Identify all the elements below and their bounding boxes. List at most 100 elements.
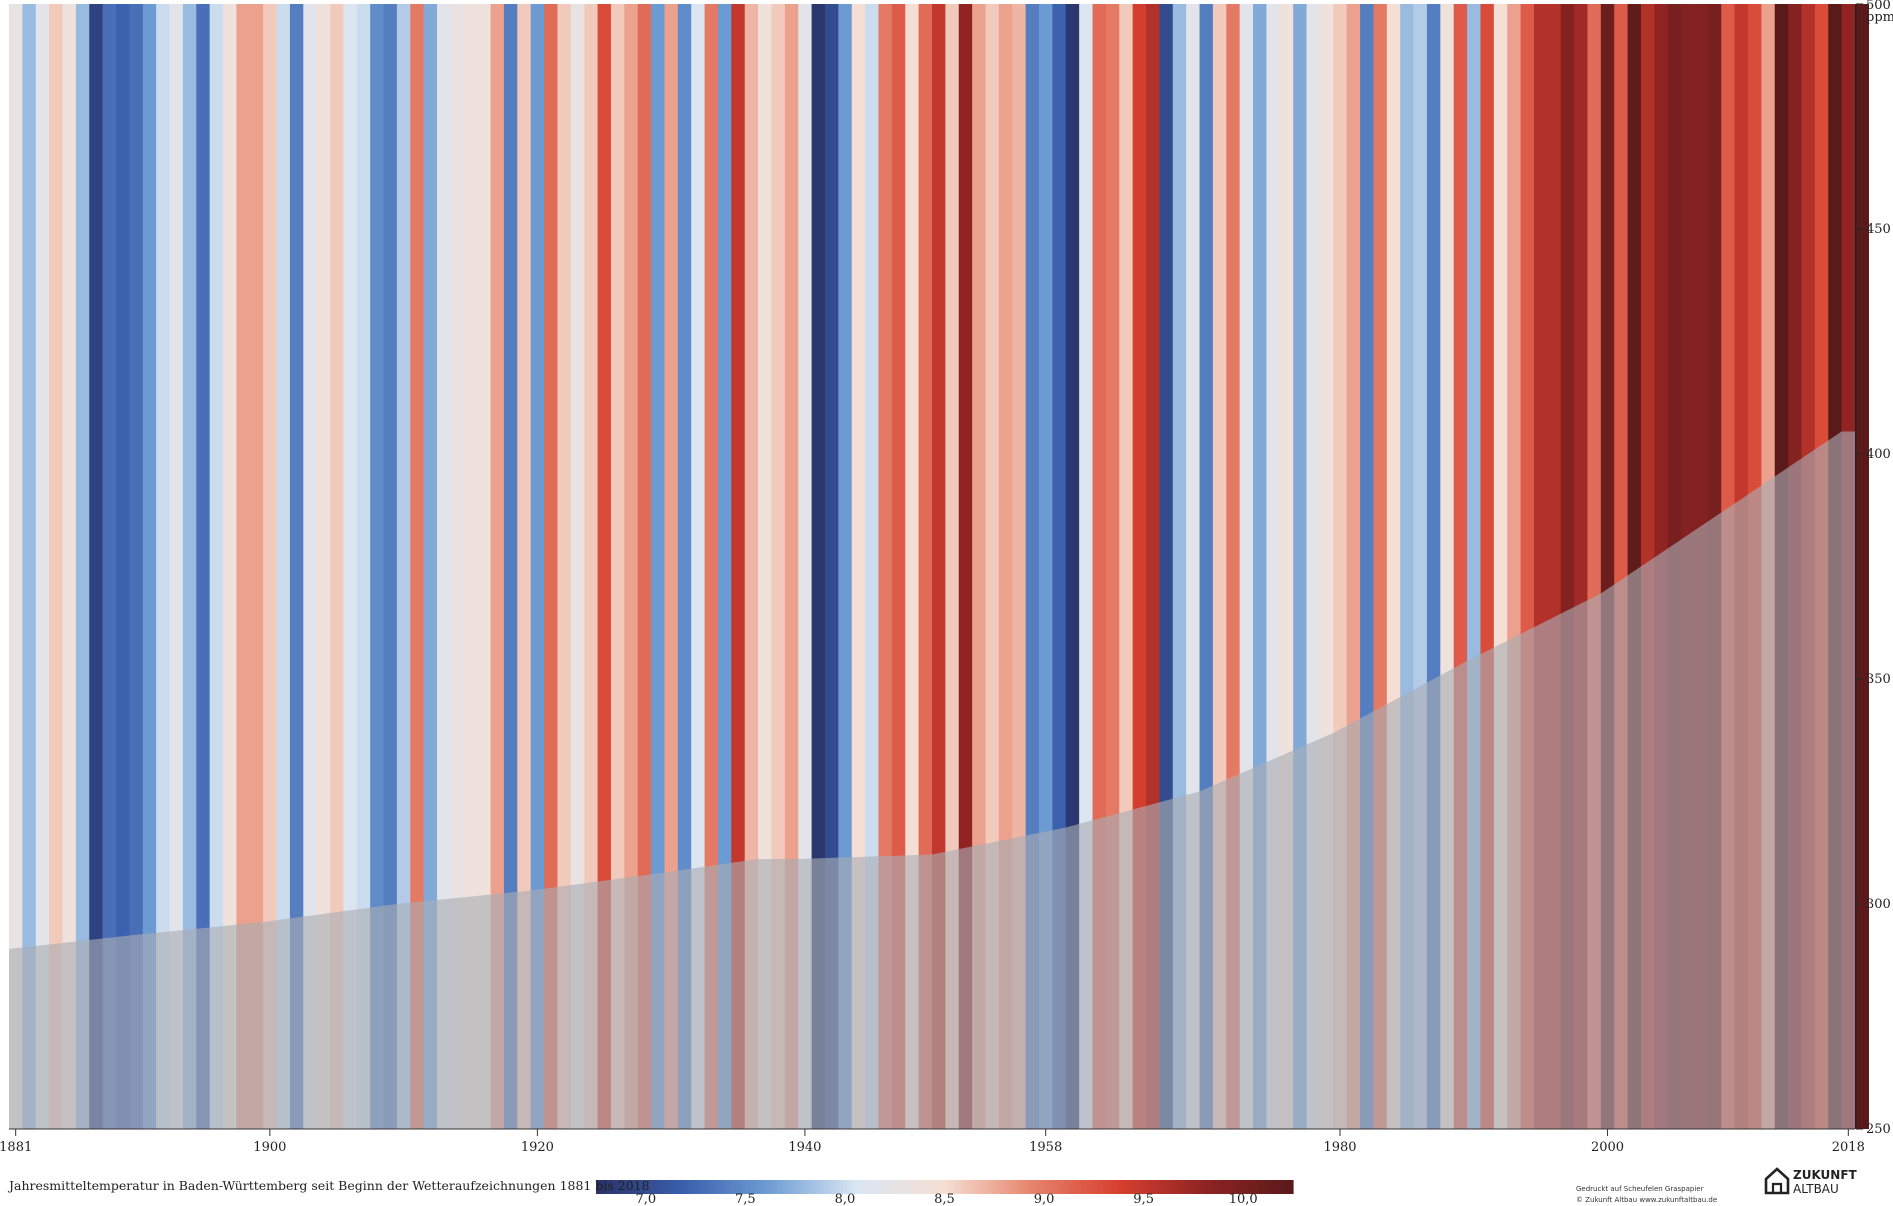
colorbar-segment <box>640 1180 645 1194</box>
colorbar-segment <box>1178 1180 1183 1194</box>
colorbar-segment <box>1071 1180 1075 1194</box>
stripe-1947 <box>891 4 906 1129</box>
colorbar-segment <box>653 1180 657 1194</box>
stripe-1931 <box>677 4 692 1129</box>
colorbar-segment <box>1277 1180 1281 1194</box>
co2-tick-label-400: 400 <box>1866 447 1891 462</box>
colorbar-segment <box>1096 1180 1101 1194</box>
stripe-1897 <box>223 4 238 1129</box>
stripe-1936 <box>744 4 759 1129</box>
colorbar-segment <box>915 1180 920 1194</box>
colorbar-segment <box>1026 1180 1031 1194</box>
colorbar-segment <box>1289 1180 1294 1194</box>
stripe-1937 <box>758 4 773 1129</box>
colorbar-segment <box>868 1180 873 1194</box>
colorbar-segment <box>678 1180 683 1194</box>
colorbar-segment <box>675 1180 679 1194</box>
stripe-1912 <box>423 4 438 1129</box>
stripe-1934 <box>717 4 732 1129</box>
stripe-1908 <box>370 4 385 1129</box>
print-note-copyright: © Zukunft Altbau www.zukunftaltbau.de <box>1576 1196 1718 1204</box>
x-tick-label-1881: 1881 <box>0 1140 32 1155</box>
colorbar-segment <box>754 1180 759 1194</box>
stripe-1883 <box>35 4 50 1129</box>
colorbar-segment <box>687 1180 692 1194</box>
stripe-1903 <box>303 4 318 1129</box>
colorbar-segment <box>1134 1180 1139 1194</box>
colorbar-segment <box>656 1180 660 1194</box>
colorbar-segment <box>820 1180 825 1194</box>
stripe-1896 <box>209 4 224 1129</box>
colorbar-segment <box>735 1180 740 1194</box>
colorbar-segment <box>786 1180 790 1194</box>
colorbar-segment <box>1090 1180 1095 1194</box>
colorbar-segment <box>748 1180 752 1194</box>
colorbar-segment <box>1004 1180 1009 1194</box>
colorbar-segment <box>887 1180 892 1194</box>
colorbar-segment <box>890 1180 895 1194</box>
colorbar-segment <box>969 1180 974 1194</box>
colorbar-segment <box>1185 1180 1190 1194</box>
colorbar-segment <box>706 1180 711 1194</box>
colorbar-segment <box>950 1180 955 1194</box>
colorbar-segment <box>630 1180 635 1194</box>
colorbar-segment <box>624 1180 629 1194</box>
colorbar-segment <box>1001 1180 1006 1194</box>
stripe-1923 <box>570 4 585 1129</box>
x-axis: 1881 1900 1920 1940 1958 1980 2000 2018 <box>0 1128 1865 1155</box>
stripe-1918 <box>503 4 518 1129</box>
stripe-1887 <box>89 4 104 1129</box>
colorbar-segment <box>846 1180 851 1194</box>
colorbar-segment <box>757 1180 762 1194</box>
stripe-1930 <box>664 4 679 1129</box>
colorbar-tick-label: 8,5 <box>934 1192 955 1206</box>
stripe-1924 <box>584 4 599 1129</box>
chart-title: Jahresmitteltemperatur in Baden-Württemb… <box>9 1178 650 1193</box>
colorbar-segment <box>697 1180 702 1194</box>
colorbar-segment <box>1147 1180 1152 1194</box>
colorbar-segment <box>1197 1180 1202 1194</box>
colorbar-segment <box>1226 1180 1231 1194</box>
colorbar-segment <box>992 1180 996 1194</box>
colorbar-segment <box>988 1180 993 1194</box>
colorbar-segment <box>659 1180 664 1194</box>
colorbar-segment <box>836 1180 841 1194</box>
stripe-1911 <box>410 4 425 1129</box>
colorbar-segment <box>963 1180 968 1194</box>
stripe-1939 <box>784 4 799 1129</box>
colorbar-segment <box>1188 1180 1193 1194</box>
colorbar-segment <box>1064 1180 1069 1194</box>
colorbar-segment <box>1261 1180 1266 1194</box>
colorbar-segment <box>627 1180 632 1194</box>
stripe-1920 <box>530 4 545 1129</box>
colorbar-segment <box>1172 1180 1177 1194</box>
stripe-1909 <box>383 4 398 1129</box>
colorbar-segment <box>1011 1180 1015 1194</box>
colorbar-segment <box>608 1180 613 1194</box>
colorbar-tick-label: 10,0 <box>1229 1192 1258 1206</box>
colorbar-segment <box>865 1180 870 1194</box>
colorbar-segment <box>858 1180 863 1194</box>
colorbar-segment <box>1030 1180 1034 1194</box>
stripe-1933 <box>704 4 719 1129</box>
colorbar-segment <box>1137 1180 1142 1194</box>
colorbar-segment <box>1201 1180 1205 1194</box>
colorbar-segment <box>817 1180 822 1194</box>
co2-tick-label-250: 250 <box>1866 1122 1891 1137</box>
colorbar-segment <box>900 1180 904 1194</box>
stripe-1921 <box>544 4 559 1129</box>
colorbar-segment <box>1077 1180 1082 1194</box>
colorbar-segment <box>1039 1180 1044 1194</box>
house-icon <box>1764 1167 1790 1195</box>
stripe-1944 <box>851 4 866 1129</box>
colorbar-segment <box>602 1180 607 1194</box>
print-note: Gedruckt auf Scheufelen Graspapier © Zuk… <box>1576 1184 1717 1206</box>
colorbar-segment <box>966 1180 971 1194</box>
stripe-1886 <box>75 4 90 1129</box>
colorbar-segment <box>1204 1180 1209 1194</box>
stripe-1901 <box>276 4 291 1129</box>
colorbar-segment <box>995 1180 999 1194</box>
colorbar-segment <box>801 1180 806 1194</box>
stripe-1900 <box>263 4 278 1129</box>
stripe-1914 <box>450 4 465 1129</box>
